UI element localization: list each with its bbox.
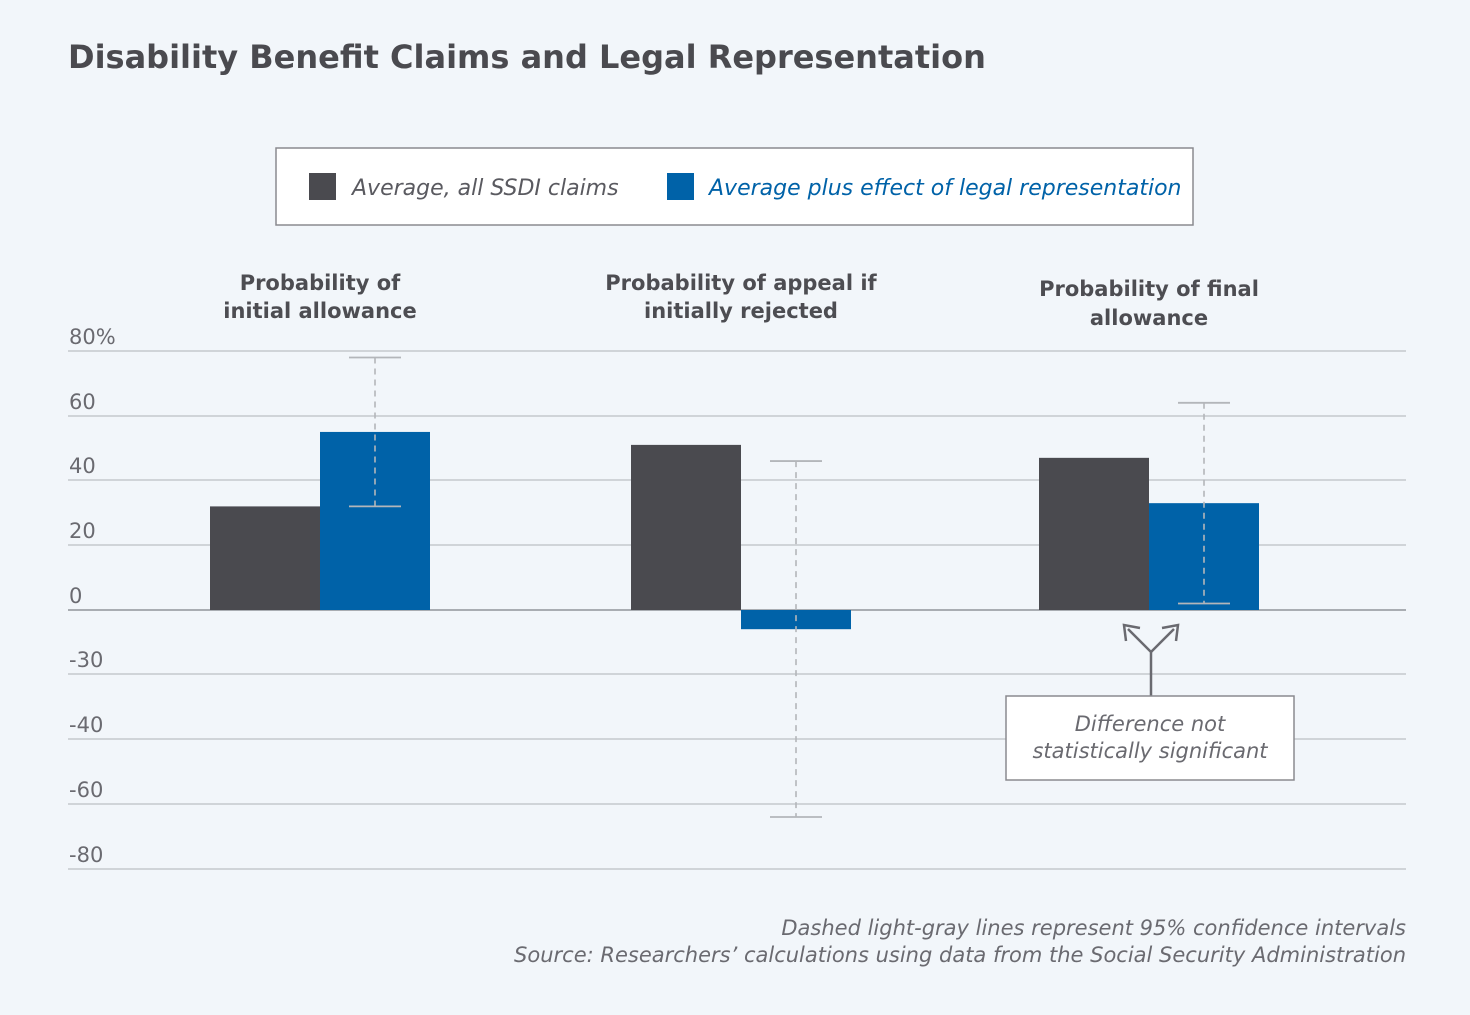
panel-titles: Probability of initial allowance Probabili… (223, 271, 1259, 330)
panel-title-2-line-0: Probability of final (1039, 277, 1259, 301)
y-tick-label-1: 60 (69, 390, 96, 414)
bar-series-0-category-0 (210, 506, 320, 610)
legend-swatch-average (309, 173, 336, 200)
y-tick-label-7: -60 (69, 778, 103, 802)
panel-title-0-line-1: initial allowance (223, 299, 416, 323)
annotation-line-2: statistically significant (1032, 739, 1268, 763)
annotation-arrowhead-right (1161, 623, 1180, 642)
legend-label-legal: Average plus effect of legal representat… (707, 176, 1181, 201)
bar-layer (210, 431, 1259, 630)
bar-series-0-category-2 (1039, 457, 1149, 610)
chart-title: Disability Benefit Claims and Legal Repr… (68, 38, 986, 76)
legend-swatch-legal (667, 173, 694, 200)
y-tick-label-8: -80 (69, 843, 103, 867)
bar-series-0-category-1 (631, 444, 741, 610)
annotation-box (1005, 695, 1295, 781)
footnote-source: Source: Researchers’ calculations using … (514, 943, 1406, 967)
annotation-arrow-right (1150, 628, 1175, 653)
y-tick-label-6: -40 (69, 713, 103, 737)
annotation-arrow-left (1127, 628, 1153, 696)
y-tick-label-3: 20 (69, 519, 96, 543)
panel-title-1-line-0: Probability of appeal if (605, 271, 877, 295)
y-tick-labels: 80% 60 40 20 0 -30 -40 -60 -80 (69, 325, 116, 867)
annotation-arrowhead-left (1122, 623, 1141, 642)
footnote-ci: Dashed light-gray lines represent 95% co… (781, 916, 1406, 940)
y-tick-label-2: 40 (69, 454, 96, 478)
y-tick-label-0: 80% (69, 325, 116, 349)
y-tick-label-4: 0 (69, 584, 82, 608)
legend-label-average: Average, all SSDI claims (350, 176, 619, 201)
annotation-line-1: Difference not (1075, 712, 1226, 736)
panel-title-0-line-0: Probability of (240, 271, 401, 295)
legend: Average, all SSDI claims Average plus ef… (275, 147, 1194, 226)
y-tick-label-5: -30 (69, 648, 103, 672)
annotation: Difference not statistically significant (1005, 623, 1295, 781)
panel-title-1-line-1: initially rejected (644, 299, 838, 323)
legend-box (275, 147, 1194, 226)
confidence-interval-layer (349, 356, 1230, 818)
panel-title-2-line-1: allowance (1090, 306, 1208, 330)
